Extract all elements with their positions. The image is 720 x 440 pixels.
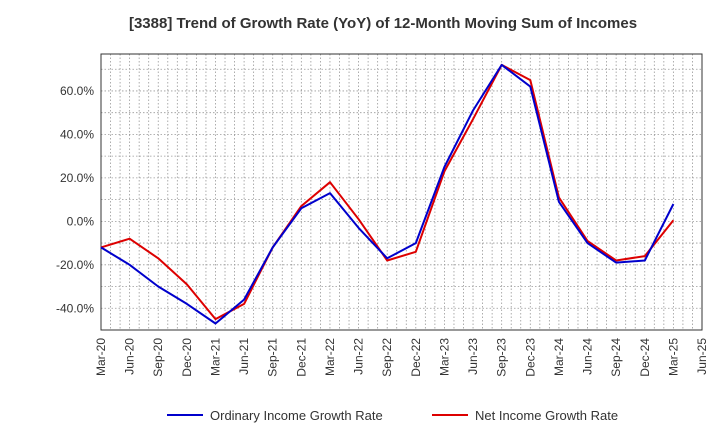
x-tick-label: Sep-22	[380, 338, 394, 377]
x-tick-label: Sep-23	[495, 338, 509, 377]
plot-area: -40.0% -20.0% 0.0% 20.0% 40.0% 60.0% Mar-20 Jun…	[56, 53, 709, 377]
x-tick-label: Jun-23	[466, 338, 480, 375]
x-tick-label: Jun-25	[695, 338, 709, 375]
x-tick-label: Sep-20	[151, 338, 165, 377]
y-tick-label: -20.0%	[56, 258, 94, 272]
x-tick-label: Mar-21	[208, 338, 222, 376]
x-tick-label: Jun-24	[581, 338, 595, 375]
x-tick-label: Mar-22	[323, 338, 337, 376]
plot-border	[100, 53, 703, 331]
y-tick-label: 60.0%	[60, 84, 94, 98]
series-line-ordinary-income	[100, 63, 675, 325]
x-tick-label: Mar-23	[437, 338, 451, 376]
x-tick-label: Dec-23	[523, 338, 537, 377]
legend-label: Ordinary Income Growth Rate	[210, 408, 383, 423]
x-tick-label: Mar-25	[666, 338, 680, 376]
x-tick-label: Dec-20	[180, 338, 194, 377]
plot-background	[101, 54, 702, 330]
x-tick-label: Sep-24	[609, 338, 623, 377]
series-line-net-income	[100, 63, 675, 321]
y-tick-label: -40.0%	[56, 301, 94, 315]
x-tick-label: Jun-20	[123, 338, 137, 375]
legend: Ordinary Income Growth Rate Net Income Gr…	[167, 408, 618, 423]
x-tick-label: Jun-22	[352, 338, 366, 375]
x-tick-label: Dec-21	[294, 338, 308, 377]
legend-label: Net Income Growth Rate	[475, 408, 618, 423]
y-tick-label: 20.0%	[60, 171, 94, 185]
x-tick-label: Jun-21	[237, 338, 251, 375]
x-tick-label: Dec-22	[409, 338, 423, 377]
x-tick-label: Sep-21	[266, 338, 280, 377]
x-tick-label: Mar-20	[94, 338, 108, 376]
x-tick-label: Mar-24	[552, 338, 566, 376]
chart-title: [3388] Trend of Growth Rate (YoY) of 12-…	[129, 15, 637, 32]
x-tick-label: Dec-24	[638, 338, 652, 377]
y-tick-label: 40.0%	[60, 127, 94, 141]
y-tick-label: 0.0%	[67, 214, 95, 228]
